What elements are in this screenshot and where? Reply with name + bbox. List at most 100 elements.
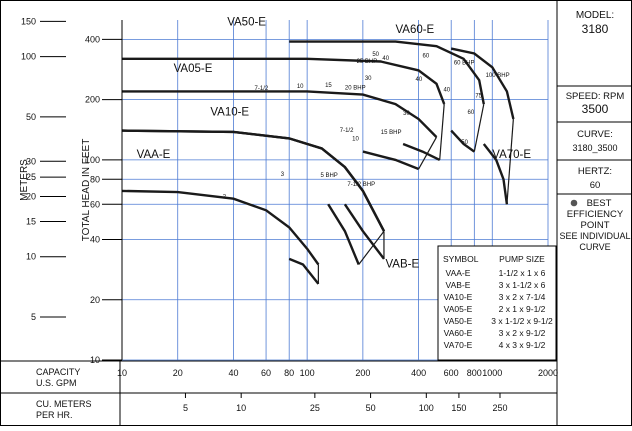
cum-tick-1: 10 [236, 403, 246, 413]
curve-label-3: VA10-E [210, 106, 249, 118]
legend-symbol-5: VA60-E [444, 328, 473, 338]
bhp-annotation-3: 20 BHP [345, 85, 366, 91]
bep-line-3: POINT [580, 220, 609, 231]
gpm-tick-7: 400 [411, 368, 426, 378]
bhp-annotation-23: 50 [461, 140, 468, 146]
curve-max-va60-e [289, 40, 485, 105]
cum-tick-2: 25 [310, 403, 320, 413]
curve-min-va70-e [482, 143, 509, 205]
curve-end-va50-e [439, 104, 445, 160]
curve-max-va50-e [122, 57, 446, 105]
meter-tick-6: 15 [26, 217, 36, 227]
meter-tick-7: 10 [26, 252, 36, 262]
bep-line-5: CURVE [579, 242, 610, 252]
bep-line-4: SEE INDIVIDUAL [559, 231, 630, 241]
pump-curves [121, 40, 515, 285]
hertz-value: 60 [590, 180, 601, 191]
speed-label: SPEED: RPM [566, 91, 625, 102]
bhp-annotation-9: 10 [352, 136, 359, 142]
bhp-annotation-8: 7-1/2 [340, 128, 354, 134]
legend-size-2: 3 x 2 x 7-1/4 [499, 292, 546, 302]
curve-max-vab-e [121, 129, 386, 232]
curve-min-vaa-e [288, 257, 320, 285]
curve-label: CURVE: [577, 129, 613, 140]
bhp-annotation-14: 7-1/2 BHP [347, 182, 375, 188]
gpm-tick-9: 800 [467, 368, 482, 378]
bhp-annotation-21: 75 [475, 93, 482, 99]
curve-max-va70-e [450, 47, 515, 120]
legend-symbol-3: VA05-E [444, 304, 473, 314]
curve-end-va60-e [473, 103, 485, 152]
gpm-tick-2: 40 [228, 368, 238, 378]
bhp-annotation-20: 100 BHP [486, 73, 510, 79]
gpm-tick-0: 10 [117, 368, 127, 378]
cum-tick-5: 150 [451, 403, 466, 413]
legend-size-3: 2 x 1 x 9-1/2 [499, 304, 546, 314]
meters-axis-title: METERS [19, 159, 30, 201]
bhp-annotation-18: 60 BHP [454, 60, 475, 66]
hertz-label: HERTZ: [578, 166, 612, 177]
legend-box [437, 245, 557, 361]
curve-min-va50-e [402, 142, 441, 161]
bhp-annotation-2: 15 [325, 83, 332, 89]
feet-tick-3: 60 [90, 199, 100, 209]
feet-tick-1: 20 [90, 295, 100, 305]
curve-label-0: VA50-E [227, 16, 266, 28]
meter-tick-1: 100 [21, 52, 36, 62]
gpm-label-1: CAPACITY [36, 367, 80, 377]
gpm-tick-1: 20 [173, 368, 183, 378]
legend-header-size: PUMP SIZE [499, 254, 545, 264]
speed-value: 3500 [582, 102, 609, 116]
bhp-annotation-16: 40 [416, 77, 423, 83]
bhp-annotation-12: 2 [223, 195, 227, 201]
meter-tick-5: 20 [26, 191, 36, 201]
model-value: 3180 [582, 22, 609, 36]
gpm-label-2: U.S. GPM [36, 378, 77, 388]
curve-min-va05-e [362, 150, 420, 171]
legend-size-6: 4 x 3 x 9-1/2 [499, 340, 546, 350]
legend-size-4: 3 x 1-1/2 x 9-1/2 [491, 316, 553, 326]
legend-size-0: 1-1/2 x 1 x 6 [499, 268, 546, 278]
curve-max-va05-e [122, 90, 438, 138]
legend-table: SYMBOL PUMP SIZE VAA-E 1-1/2 x 1 x 6 VAB-E… [437, 245, 557, 361]
curve-min-vab-e [327, 203, 360, 265]
legend-symbol-2: VA10-E [444, 292, 473, 302]
cum-label-1: CU. METERS [36, 399, 92, 409]
bhp-annotation-13: 5 BHP [320, 173, 337, 179]
cum-tick-0: 5 [183, 403, 188, 413]
curve-label-4: VAA-E [137, 149, 171, 161]
cum-label-2: PER HR. [36, 410, 73, 420]
gpm-tick-11: 2000 [538, 368, 558, 378]
legend-header-symbol: SYMBOL [443, 254, 479, 264]
curve-label-1: VA60-E [395, 24, 434, 36]
legend-size-5: 3 x 2 x 9-1/2 [499, 328, 546, 338]
bhp-annotation-4: 25 BHP [357, 59, 378, 65]
meter-tick-0: 150 [21, 16, 36, 26]
legend-symbol-6: VA70-E [444, 340, 473, 350]
gpm-tick-6: 200 [355, 368, 370, 378]
bhp-annotation-17: 30 [403, 111, 410, 117]
feet-tick-6: 200 [85, 95, 100, 105]
gpm-tick-3: 60 [261, 368, 271, 378]
curve-label-6: VA70-E [492, 149, 531, 161]
curve-max-vaa-e [121, 189, 320, 266]
curve-max-va10-e [121, 129, 386, 232]
axes: 10 20 40 60 80 100 200 400 600 800 1000 20001020406… [21, 16, 558, 413]
meter-tick-8: 5 [31, 312, 36, 322]
gpm-tick-4: 80 [284, 368, 294, 378]
gpm-tick-5: 100 [300, 368, 315, 378]
curve-end-va70-e [506, 118, 514, 205]
curve-value: 3180_3500 [572, 143, 617, 153]
cum-tick-3: 50 [366, 403, 376, 413]
bhp-annotation-7: 30 [365, 76, 372, 82]
cum-tick-4: 100 [419, 403, 434, 413]
side-panel: MODEL: 3180 SPEED: RPM 3500 CURVE: 3180_… [557, 10, 632, 252]
bhp-annotation-5: 50 [372, 52, 379, 58]
gpm-tick-8: 600 [444, 368, 459, 378]
bhp-annotation-15: 60 [423, 53, 430, 59]
feet-tick-0: 10 [90, 355, 100, 365]
feet-tick-4: 80 [90, 174, 100, 184]
curve-label-5: VAB-E [385, 258, 419, 270]
